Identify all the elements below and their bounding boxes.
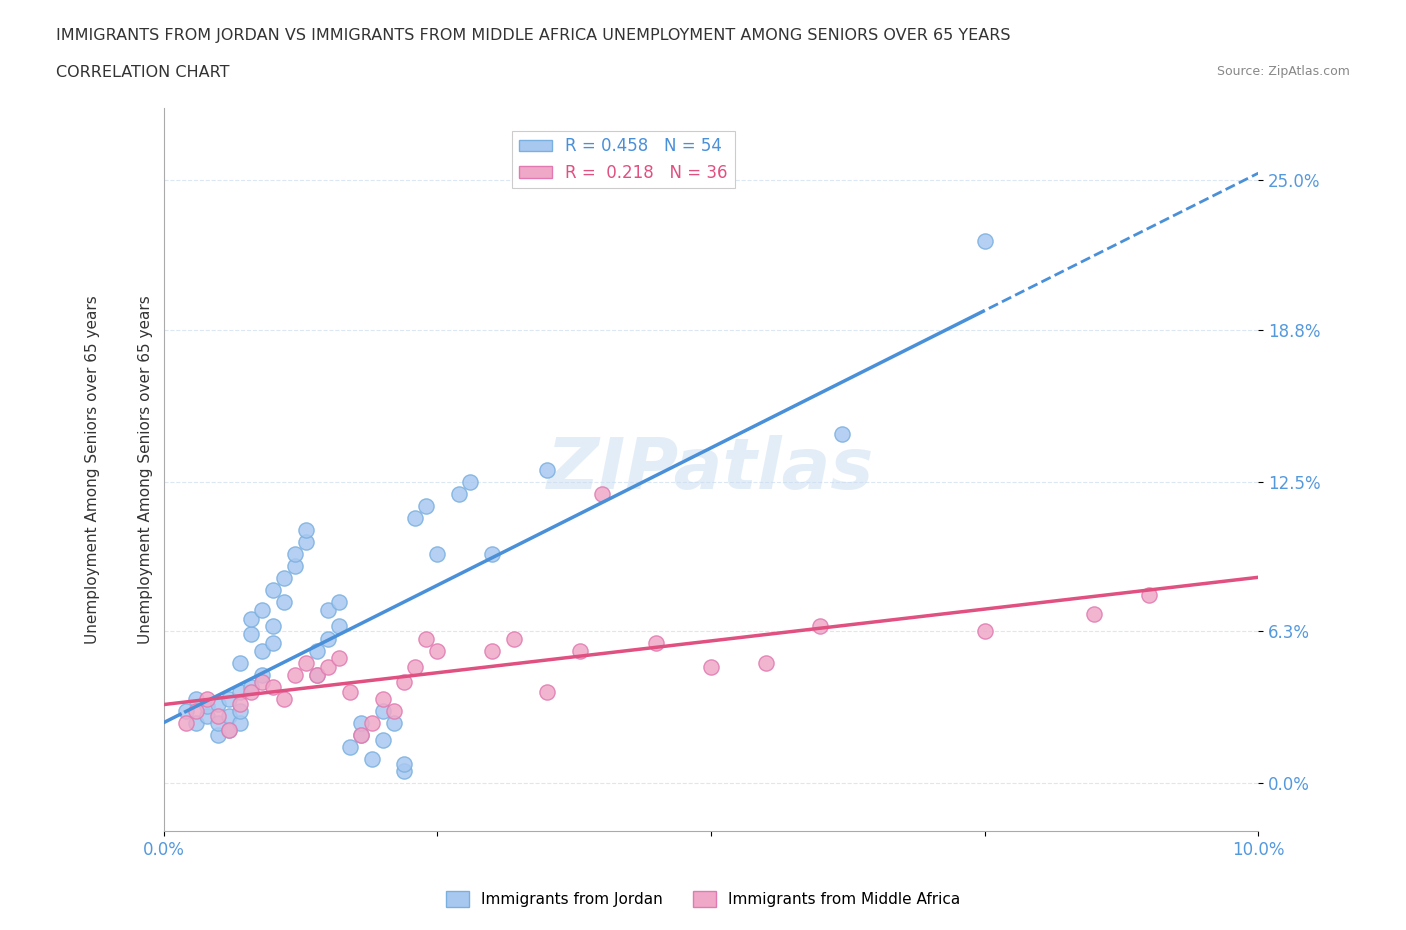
Point [197, 691, 219, 706]
Point [350, 715, 373, 730]
Point [262, 636, 284, 651]
Point [339, 739, 361, 754]
Point [316, 660, 339, 675]
Point [218, 723, 240, 737]
Point [295, 523, 318, 538]
Point [218, 709, 240, 724]
Point [240, 679, 263, 694]
Point [273, 691, 295, 706]
Point [305, 668, 328, 683]
Point [339, 684, 361, 699]
Point [536, 684, 558, 699]
Point [229, 715, 252, 730]
Point [404, 660, 426, 675]
Point [250, 674, 273, 689]
Point [503, 631, 526, 646]
Point [262, 679, 284, 694]
Point [458, 474, 481, 489]
Point [328, 595, 350, 610]
Point [305, 644, 328, 658]
Point [174, 715, 197, 730]
Point [218, 723, 240, 737]
Point [316, 602, 339, 617]
Point [1083, 607, 1105, 622]
Text: Source: ZipAtlas.com: Source: ZipAtlas.com [1216, 65, 1350, 78]
Point [481, 644, 503, 658]
Point [328, 650, 350, 665]
Point [229, 697, 252, 711]
Point [229, 656, 252, 671]
Point [591, 486, 613, 501]
Point [360, 751, 382, 766]
Text: Unemployment Among Seniors over 65 years: Unemployment Among Seniors over 65 years [84, 296, 100, 644]
Point [426, 547, 449, 562]
Point [284, 559, 307, 574]
Point [250, 602, 273, 617]
Text: CORRELATION CHART: CORRELATION CHART [56, 65, 229, 80]
Legend: R = 0.458   N = 54, R =  0.218   N = 36: R = 0.458 N = 54, R = 0.218 N = 36 [512, 131, 735, 189]
Point [273, 595, 295, 610]
Point [1137, 588, 1160, 603]
Point [284, 547, 307, 562]
Point [240, 684, 263, 699]
Point [404, 511, 426, 525]
Point [229, 703, 252, 718]
Point [240, 612, 263, 627]
Point [394, 756, 416, 771]
Point [360, 715, 382, 730]
Text: IMMIGRANTS FROM JORDAN VS IMMIGRANTS FROM MIDDLE AFRICA UNEMPLOYMENT AMONG SENIO: IMMIGRANTS FROM JORDAN VS IMMIGRANTS FRO… [56, 28, 1011, 43]
Point [382, 715, 405, 730]
Point [755, 656, 778, 671]
Point [240, 626, 263, 641]
Point [197, 709, 219, 724]
Point [382, 703, 405, 718]
Point [207, 727, 229, 742]
Point [810, 619, 832, 634]
Point [700, 660, 723, 675]
Point [316, 631, 339, 646]
Point [449, 486, 471, 501]
Point [186, 703, 208, 718]
Point [295, 535, 318, 550]
Point [350, 727, 373, 742]
Point [305, 668, 328, 683]
Point [426, 644, 449, 658]
Point [481, 547, 503, 562]
Point [645, 636, 668, 651]
Point [207, 715, 229, 730]
Point [229, 684, 252, 699]
Point [973, 233, 995, 248]
Point [371, 691, 394, 706]
Point [568, 644, 591, 658]
Text: ZIPatlas: ZIPatlas [547, 435, 875, 504]
Point [250, 644, 273, 658]
Point [973, 624, 995, 639]
Point [394, 674, 416, 689]
Point [371, 703, 394, 718]
Point [207, 697, 229, 711]
Point [197, 698, 219, 713]
Point [415, 631, 437, 646]
Point [831, 426, 853, 441]
Point [328, 619, 350, 634]
Point [262, 619, 284, 634]
Point [207, 709, 229, 724]
Point [174, 703, 197, 718]
Point [350, 727, 373, 742]
Point [273, 571, 295, 586]
Point [371, 733, 394, 748]
Point [284, 668, 307, 683]
Point [218, 691, 240, 706]
Point [186, 715, 208, 730]
Point [394, 764, 416, 778]
Point [536, 462, 558, 477]
Y-axis label: Unemployment Among Seniors over 65 years: Unemployment Among Seniors over 65 years [138, 296, 152, 644]
Point [262, 583, 284, 598]
Legend: Immigrants from Jordan, Immigrants from Middle Africa: Immigrants from Jordan, Immigrants from … [440, 884, 966, 913]
Point [415, 498, 437, 513]
Point [186, 691, 208, 706]
Point [250, 668, 273, 683]
Point [295, 656, 318, 671]
